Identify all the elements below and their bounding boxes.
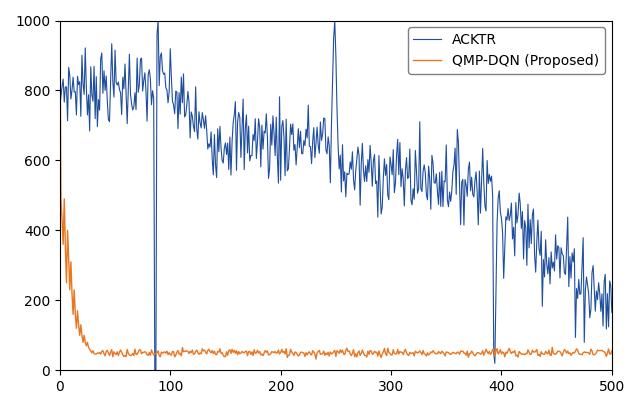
- QMP-DQN (Proposed): [312, 357, 320, 362]
- ACKTR: [56, 104, 64, 109]
- ACKTR: [218, 158, 226, 163]
- Legend: ACKTR, QMP-DQN (Proposed): ACKTR, QMP-DQN (Proposed): [408, 27, 605, 74]
- QMP-DQN (Proposed): [413, 350, 420, 355]
- ACKTR: [420, 162, 428, 167]
- Line: QMP-DQN (Proposed): QMP-DQN (Proposed): [60, 20, 612, 359]
- QMP-DQN (Proposed): [514, 355, 522, 360]
- ACKTR: [259, 147, 267, 152]
- ACKTR: [608, 310, 616, 315]
- ACKTR: [154, 18, 162, 23]
- QMP-DQN (Proposed): [56, 18, 64, 23]
- QMP-DQN (Proposed): [193, 348, 200, 353]
- ACKTR: [413, 191, 421, 196]
- ACKTR: [151, 368, 159, 373]
- ACKTR: [195, 109, 203, 114]
- QMP-DQN (Proposed): [608, 348, 616, 353]
- QMP-DQN (Proposed): [257, 353, 264, 357]
- Line: ACKTR: ACKTR: [60, 20, 612, 370]
- QMP-DQN (Proposed): [419, 348, 427, 353]
- ACKTR: [515, 191, 523, 196]
- QMP-DQN (Proposed): [216, 346, 224, 351]
